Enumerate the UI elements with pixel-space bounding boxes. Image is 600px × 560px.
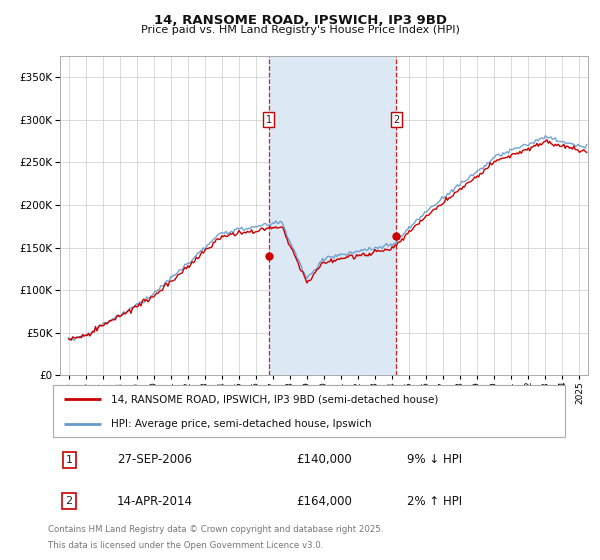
Text: This data is licensed under the Open Government Licence v3.0.: This data is licensed under the Open Gov… [48, 540, 323, 549]
Text: £140,000: £140,000 [296, 453, 352, 466]
Text: 14, RANSOME ROAD, IPSWICH, IP3 9BD (semi-detached house): 14, RANSOME ROAD, IPSWICH, IP3 9BD (semi… [112, 394, 439, 404]
Text: HPI: Average price, semi-detached house, Ipswich: HPI: Average price, semi-detached house,… [112, 419, 372, 429]
Text: 2% ↑ HPI: 2% ↑ HPI [407, 494, 462, 508]
Text: 27-SEP-2006: 27-SEP-2006 [116, 453, 191, 466]
Text: 14, RANSOME ROAD, IPSWICH, IP3 9BD: 14, RANSOME ROAD, IPSWICH, IP3 9BD [154, 14, 446, 27]
Bar [269, 56, 397, 375]
FancyBboxPatch shape [53, 385, 565, 437]
Text: 2: 2 [393, 115, 400, 125]
Text: 1: 1 [65, 455, 73, 465]
Text: £164,000: £164,000 [296, 494, 352, 508]
Text: 2: 2 [65, 496, 73, 506]
Text: 9% ↓ HPI: 9% ↓ HPI [407, 453, 462, 466]
Text: Price paid vs. HM Land Registry's House Price Index (HPI): Price paid vs. HM Land Registry's House … [140, 25, 460, 35]
Text: 14-APR-2014: 14-APR-2014 [116, 494, 193, 508]
Text: Contains HM Land Registry data © Crown copyright and database right 2025.: Contains HM Land Registry data © Crown c… [48, 525, 383, 534]
Text: 1: 1 [266, 115, 272, 125]
